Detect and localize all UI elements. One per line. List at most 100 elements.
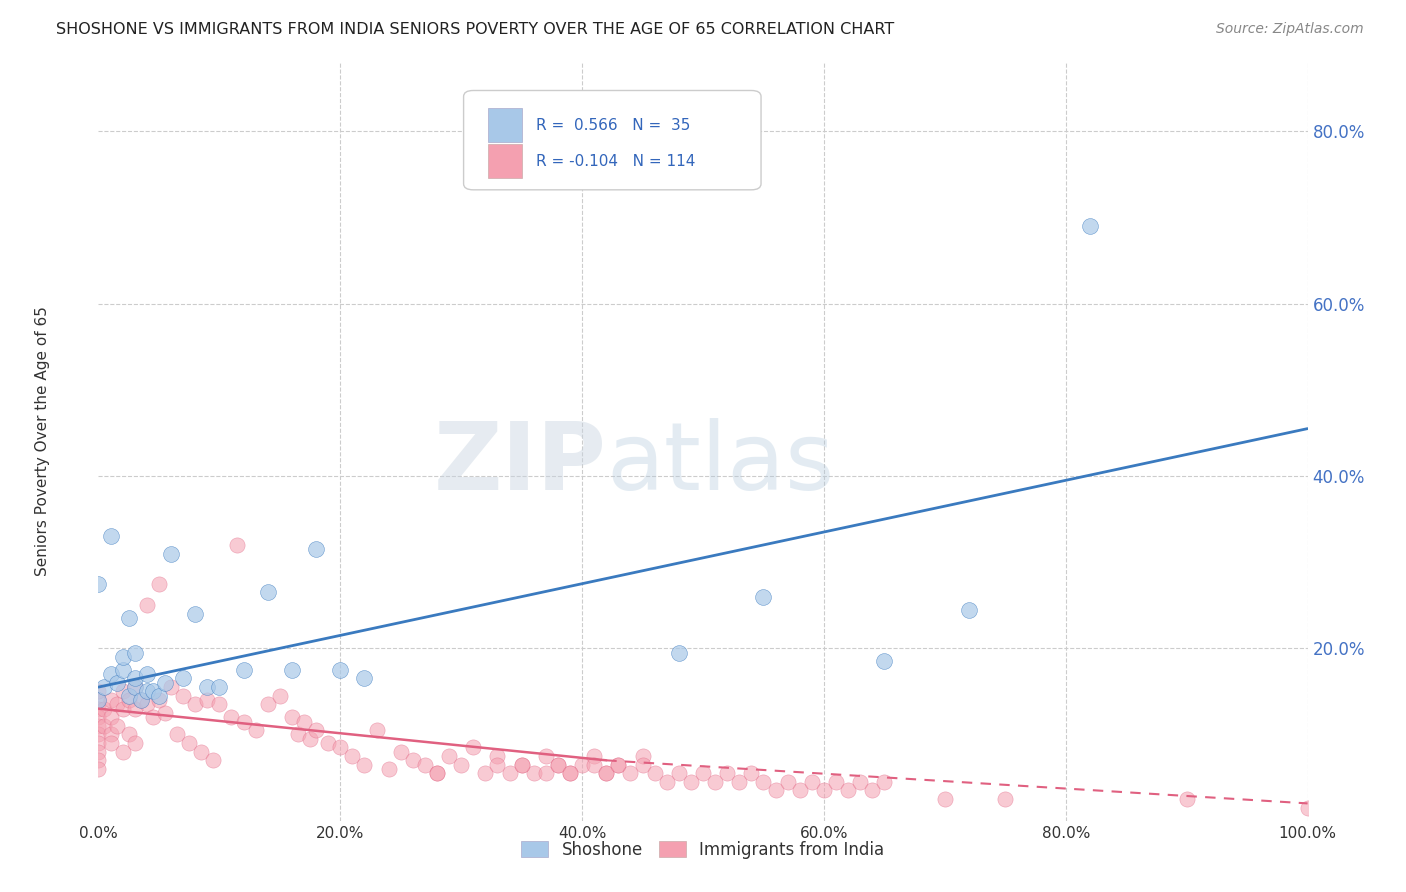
Point	[728, 775, 751, 789]
Point	[105, 719, 128, 733]
Point	[148, 576, 170, 591]
Point	[111, 684, 134, 698]
Point	[305, 542, 328, 557]
Bar	[488, 108, 522, 143]
Point	[776, 775, 799, 789]
Point	[765, 783, 787, 797]
Point	[93, 719, 115, 733]
Point	[287, 727, 309, 741]
Point	[93, 701, 115, 715]
Point	[668, 766, 690, 780]
Point	[232, 663, 254, 677]
Point	[571, 757, 593, 772]
Point	[873, 775, 896, 789]
Point	[353, 672, 375, 686]
Point	[474, 766, 496, 780]
Point	[111, 701, 134, 715]
Point	[142, 684, 165, 698]
Point	[124, 646, 146, 660]
Point	[534, 749, 557, 764]
Point	[329, 740, 352, 755]
Text: ZIP: ZIP	[433, 418, 606, 510]
Point	[256, 585, 278, 599]
Bar	[488, 144, 522, 178]
Point	[87, 727, 110, 741]
Point	[849, 775, 872, 789]
Point	[800, 775, 823, 789]
Point	[547, 757, 569, 772]
Point	[558, 766, 581, 780]
Text: R =  0.566   N =  35: R = 0.566 N = 35	[536, 118, 690, 133]
Point	[269, 689, 291, 703]
Point	[558, 766, 581, 780]
Point	[583, 749, 606, 764]
Point	[534, 766, 557, 780]
Point	[172, 672, 194, 686]
Text: Source: ZipAtlas.com: Source: ZipAtlas.com	[1216, 22, 1364, 37]
Point	[87, 753, 110, 767]
Point	[135, 684, 157, 698]
Point	[316, 736, 339, 750]
Point	[232, 714, 254, 729]
Point	[135, 599, 157, 613]
Point	[160, 680, 183, 694]
Point	[510, 757, 533, 772]
Point	[153, 706, 176, 720]
Point	[148, 693, 170, 707]
Point	[607, 757, 630, 772]
Point	[305, 723, 328, 738]
Point	[716, 766, 738, 780]
Point	[934, 792, 956, 806]
Point	[118, 727, 141, 741]
Point	[426, 766, 449, 780]
Text: SHOSHONE VS IMMIGRANTS FROM INDIA SENIORS POVERTY OVER THE AGE OF 65 CORRELATION: SHOSHONE VS IMMIGRANTS FROM INDIA SENIOR…	[56, 22, 894, 37]
Point	[510, 757, 533, 772]
Point	[87, 684, 110, 698]
Point	[366, 723, 388, 738]
Point	[129, 693, 152, 707]
Point	[202, 753, 225, 767]
Point	[644, 766, 666, 780]
Y-axis label: Seniors Poverty Over the Age of 65: Seniors Poverty Over the Age of 65	[35, 307, 51, 576]
Point	[668, 646, 690, 660]
Point	[994, 792, 1017, 806]
Point	[281, 663, 304, 677]
Point	[100, 727, 122, 741]
Point	[813, 783, 835, 797]
Point	[179, 736, 201, 750]
Point	[142, 710, 165, 724]
Point	[463, 740, 485, 755]
Point	[184, 607, 207, 621]
Point	[655, 775, 678, 789]
Point	[226, 538, 249, 552]
Point	[860, 783, 883, 797]
Point	[299, 731, 322, 746]
Point	[595, 766, 617, 780]
Point	[124, 680, 146, 694]
Point	[87, 719, 110, 733]
Point	[166, 727, 188, 741]
Point	[124, 701, 146, 715]
Point	[486, 757, 509, 772]
Point	[740, 766, 762, 780]
Point	[426, 766, 449, 780]
Point	[87, 736, 110, 750]
Point	[105, 698, 128, 712]
Point	[292, 714, 315, 729]
Point	[111, 745, 134, 759]
Point	[837, 783, 859, 797]
Point	[87, 745, 110, 759]
Point	[87, 762, 110, 776]
Point	[1078, 219, 1101, 234]
Point	[789, 783, 811, 797]
Point	[87, 693, 110, 707]
Point	[547, 757, 569, 772]
Point	[100, 736, 122, 750]
FancyBboxPatch shape	[464, 90, 761, 190]
Point	[129, 693, 152, 707]
Point	[100, 710, 122, 724]
Point	[486, 749, 509, 764]
Point	[619, 766, 641, 780]
Point	[208, 680, 231, 694]
Point	[111, 649, 134, 664]
